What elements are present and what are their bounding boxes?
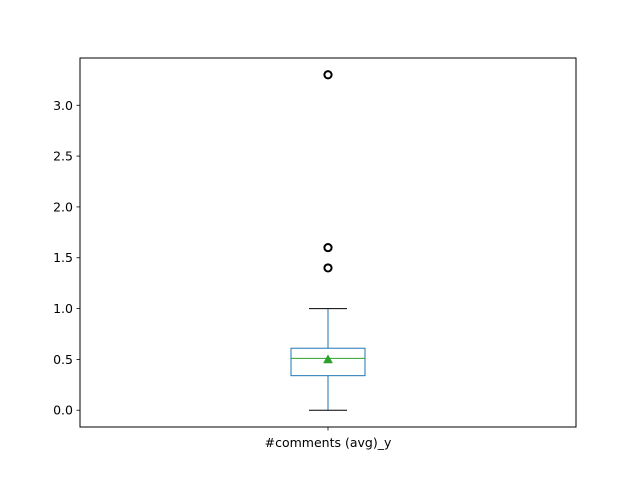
x-axis: #comments (avg)_y <box>265 427 392 450</box>
y-axis: 0.0 0.5 1.0 1.5 2.0 2.5 3.0 <box>53 98 80 418</box>
y-tick-label: 0.5 <box>53 352 73 367</box>
y-tick-label: 0.0 <box>53 403 73 418</box>
y-tick-label: 2.0 <box>53 199 73 214</box>
x-tick-label: #comments (avg)_y <box>265 435 392 450</box>
y-tick-label: 2.5 <box>53 149 73 164</box>
outlier-point <box>323 263 333 273</box>
y-tick-label: 1.5 <box>53 250 73 265</box>
y-tick-label: 3.0 <box>53 98 73 113</box>
box-iqr <box>290 347 366 377</box>
plot-area <box>290 70 366 411</box>
mean-marker <box>323 354 333 364</box>
outlier-point <box>323 242 333 253</box>
outlier-point <box>323 70 333 80</box>
y-tick-label: 1.0 <box>53 301 73 316</box>
